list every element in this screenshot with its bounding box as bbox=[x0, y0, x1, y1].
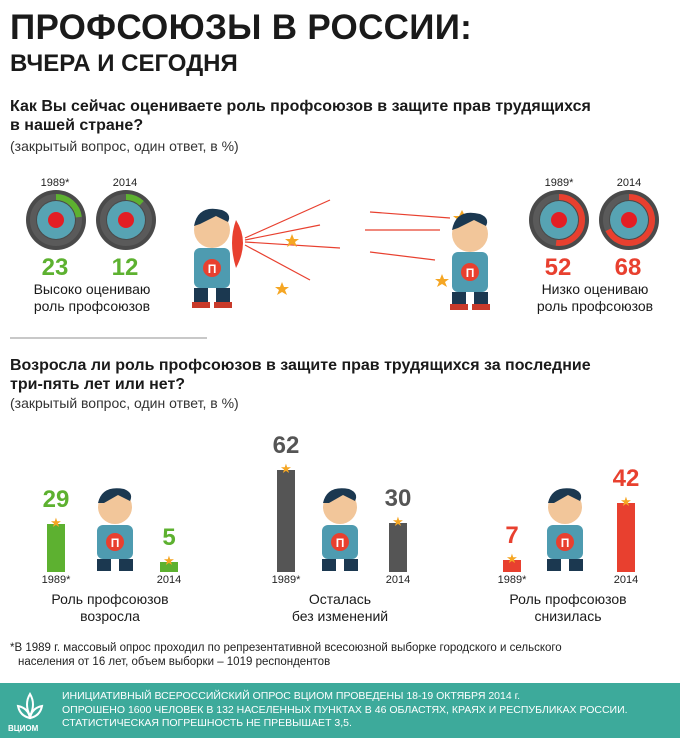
star-icon: ★ bbox=[163, 553, 175, 568]
hero-letter: П bbox=[561, 536, 570, 550]
caption-line: снизилась bbox=[534, 608, 602, 624]
footer-line: СТАТИСТИЧЕСКАЯ ПОГРЕШНОСТЬ НЕ ПРЕВЫШАЕТ … bbox=[62, 717, 352, 729]
question-2: Возросла ли роль профсоюзов в защите пра… bbox=[10, 356, 670, 394]
caption-line: Осталась bbox=[308, 591, 372, 607]
bar-value-label: 29 bbox=[42, 486, 70, 514]
bar-value-label: 5 bbox=[162, 524, 176, 551]
donut-center bbox=[621, 212, 637, 228]
year-label: 2014 bbox=[616, 177, 642, 189]
donut-high-2014 bbox=[96, 190, 156, 250]
hero-letter: П bbox=[336, 536, 345, 550]
footnote-line: *В 1989 г. массовый опрос проходил по ре… bbox=[10, 642, 562, 654]
question-1: Как Вы сейчас оцениваете роль профсоюзов… bbox=[10, 97, 670, 135]
caption-low: Низко оцениваю роль профсоюзов bbox=[515, 281, 675, 315]
bar bbox=[389, 522, 407, 572]
caption-line: Роль профсоюзов bbox=[51, 591, 169, 607]
value-label: 12 bbox=[111, 254, 139, 281]
logo-text: ВЦИОМ bbox=[8, 724, 39, 733]
bar-value-label: 30 bbox=[384, 484, 412, 512]
illustration-hero-shield: П П bbox=[192, 199, 490, 310]
star-icon: ★ bbox=[506, 551, 518, 567]
footnote-line: населения от 16 лет, объем выборки – 101… bbox=[18, 656, 331, 668]
donut-slice bbox=[55, 194, 82, 218]
page-subtitle: ВЧЕРА И СЕГОДНЯ bbox=[10, 50, 238, 77]
caption-unchanged: Осталась без изменений bbox=[260, 591, 420, 625]
hero-figure: П bbox=[97, 488, 133, 571]
year-label: 2014 bbox=[112, 177, 138, 189]
donut-center bbox=[551, 212, 567, 228]
star-icon: ★ bbox=[50, 515, 62, 531]
bar-charts: ★ 29 1989* ★ 5 2014 ★ 62 1989* ★ 30 2014 ★ 7 1989* ★ 42 2… bbox=[41, 431, 640, 586]
bar-value-label: 7 bbox=[505, 522, 519, 550]
divider bbox=[10, 337, 207, 339]
bar bbox=[47, 524, 65, 572]
footer-text: ИНИЦИАТИВНЫЙ ВСЕРОССИЙСКИЙ ОПРОС ВЦИОМ П… bbox=[62, 690, 662, 731]
hero-figure: П bbox=[450, 212, 490, 310]
star-icon: ★ bbox=[392, 513, 404, 529]
bar bbox=[160, 562, 178, 572]
footer-line: ИНИЦИАТИВНЫЙ ВСЕРОССИЙСКИЙ ОПРОС ВЦИОМ П… bbox=[62, 690, 521, 702]
caption-increased: Роль профсоюзов возросла bbox=[30, 591, 190, 625]
question-1-line1: Как Вы сейчас оцениваете роль профсоюзов… bbox=[10, 98, 591, 115]
bar-value-label: 42 bbox=[612, 464, 640, 492]
bar bbox=[277, 469, 295, 572]
value-label: 52 bbox=[544, 254, 572, 281]
question-1-note: (закрытый вопрос, один ответ, в %) bbox=[10, 138, 239, 154]
donut-slice bbox=[555, 194, 585, 246]
footnote: *В 1989 г. массовый опрос проходил по ре… bbox=[10, 641, 670, 669]
star-icon: ★ bbox=[620, 493, 632, 509]
question-1-line2: в нашей стране? bbox=[10, 117, 144, 134]
value-label: 68 bbox=[614, 254, 642, 281]
caption-line: возросла bbox=[80, 608, 140, 624]
caption-line: Низко оцениваю bbox=[541, 281, 649, 297]
page-title: ПРОФСОЮЗЫ В РОССИИ: bbox=[10, 8, 473, 47]
ray-lines bbox=[244, 199, 451, 281]
year-label: 2014 bbox=[156, 574, 182, 586]
year-label: 1989* bbox=[271, 574, 301, 586]
year-label: 1989* bbox=[497, 574, 527, 586]
bar-value-label: 62 bbox=[272, 431, 300, 459]
star-icon: ★ bbox=[280, 460, 292, 476]
hero-figure: П bbox=[322, 488, 358, 571]
caption-line: без изменений bbox=[291, 608, 389, 624]
caption-line: Роль профсоюзов bbox=[509, 591, 627, 607]
donut-slice bbox=[125, 194, 144, 206]
value-label: 23 bbox=[41, 254, 69, 281]
hero-letter: П bbox=[208, 262, 217, 276]
bar bbox=[617, 502, 635, 572]
question-2-note: (закрытый вопрос, один ответ, в %) bbox=[10, 395, 239, 411]
caption-line: роль профсоюзов bbox=[33, 298, 151, 314]
year-label: 1989* bbox=[40, 177, 70, 189]
year-label: 2014 bbox=[613, 574, 639, 586]
footer-band bbox=[0, 683, 680, 738]
question-2-line2: три-пять лет или нет? bbox=[10, 376, 186, 393]
donut-high-1989 bbox=[26, 190, 86, 250]
hero-figure: П bbox=[192, 208, 232, 308]
caption-high: Высоко оцениваю роль профсоюзов bbox=[12, 281, 172, 315]
footer-line: ОПРОШЕНО 1600 ЧЕЛОВЕК В 132 НАСЕЛЕННЫХ П… bbox=[62, 703, 628, 716]
caption-decreased: Роль профсоюзов снизилась bbox=[488, 591, 648, 625]
year-label: 1989* bbox=[544, 177, 574, 189]
caption-line: Высоко оцениваю bbox=[33, 281, 151, 297]
donut-slice bbox=[605, 194, 655, 246]
vciom-logo-icon bbox=[16, 692, 44, 720]
hero-figure: П bbox=[547, 488, 583, 571]
donut-low-1989 bbox=[529, 190, 589, 250]
donut-center bbox=[118, 212, 134, 228]
year-label: 1989* bbox=[41, 574, 71, 586]
donut-low-2014 bbox=[599, 190, 659, 250]
hero-letter: П bbox=[466, 266, 475, 280]
bar bbox=[503, 560, 521, 572]
year-label: 2014 bbox=[385, 574, 411, 586]
caption-line: роль профсоюзов bbox=[536, 298, 654, 314]
shield-icon bbox=[232, 220, 243, 268]
hero-letter: П bbox=[111, 536, 120, 550]
question-2-line1: Возросла ли роль профсоюзов в защите пра… bbox=[10, 357, 591, 374]
donut-center bbox=[48, 212, 64, 228]
